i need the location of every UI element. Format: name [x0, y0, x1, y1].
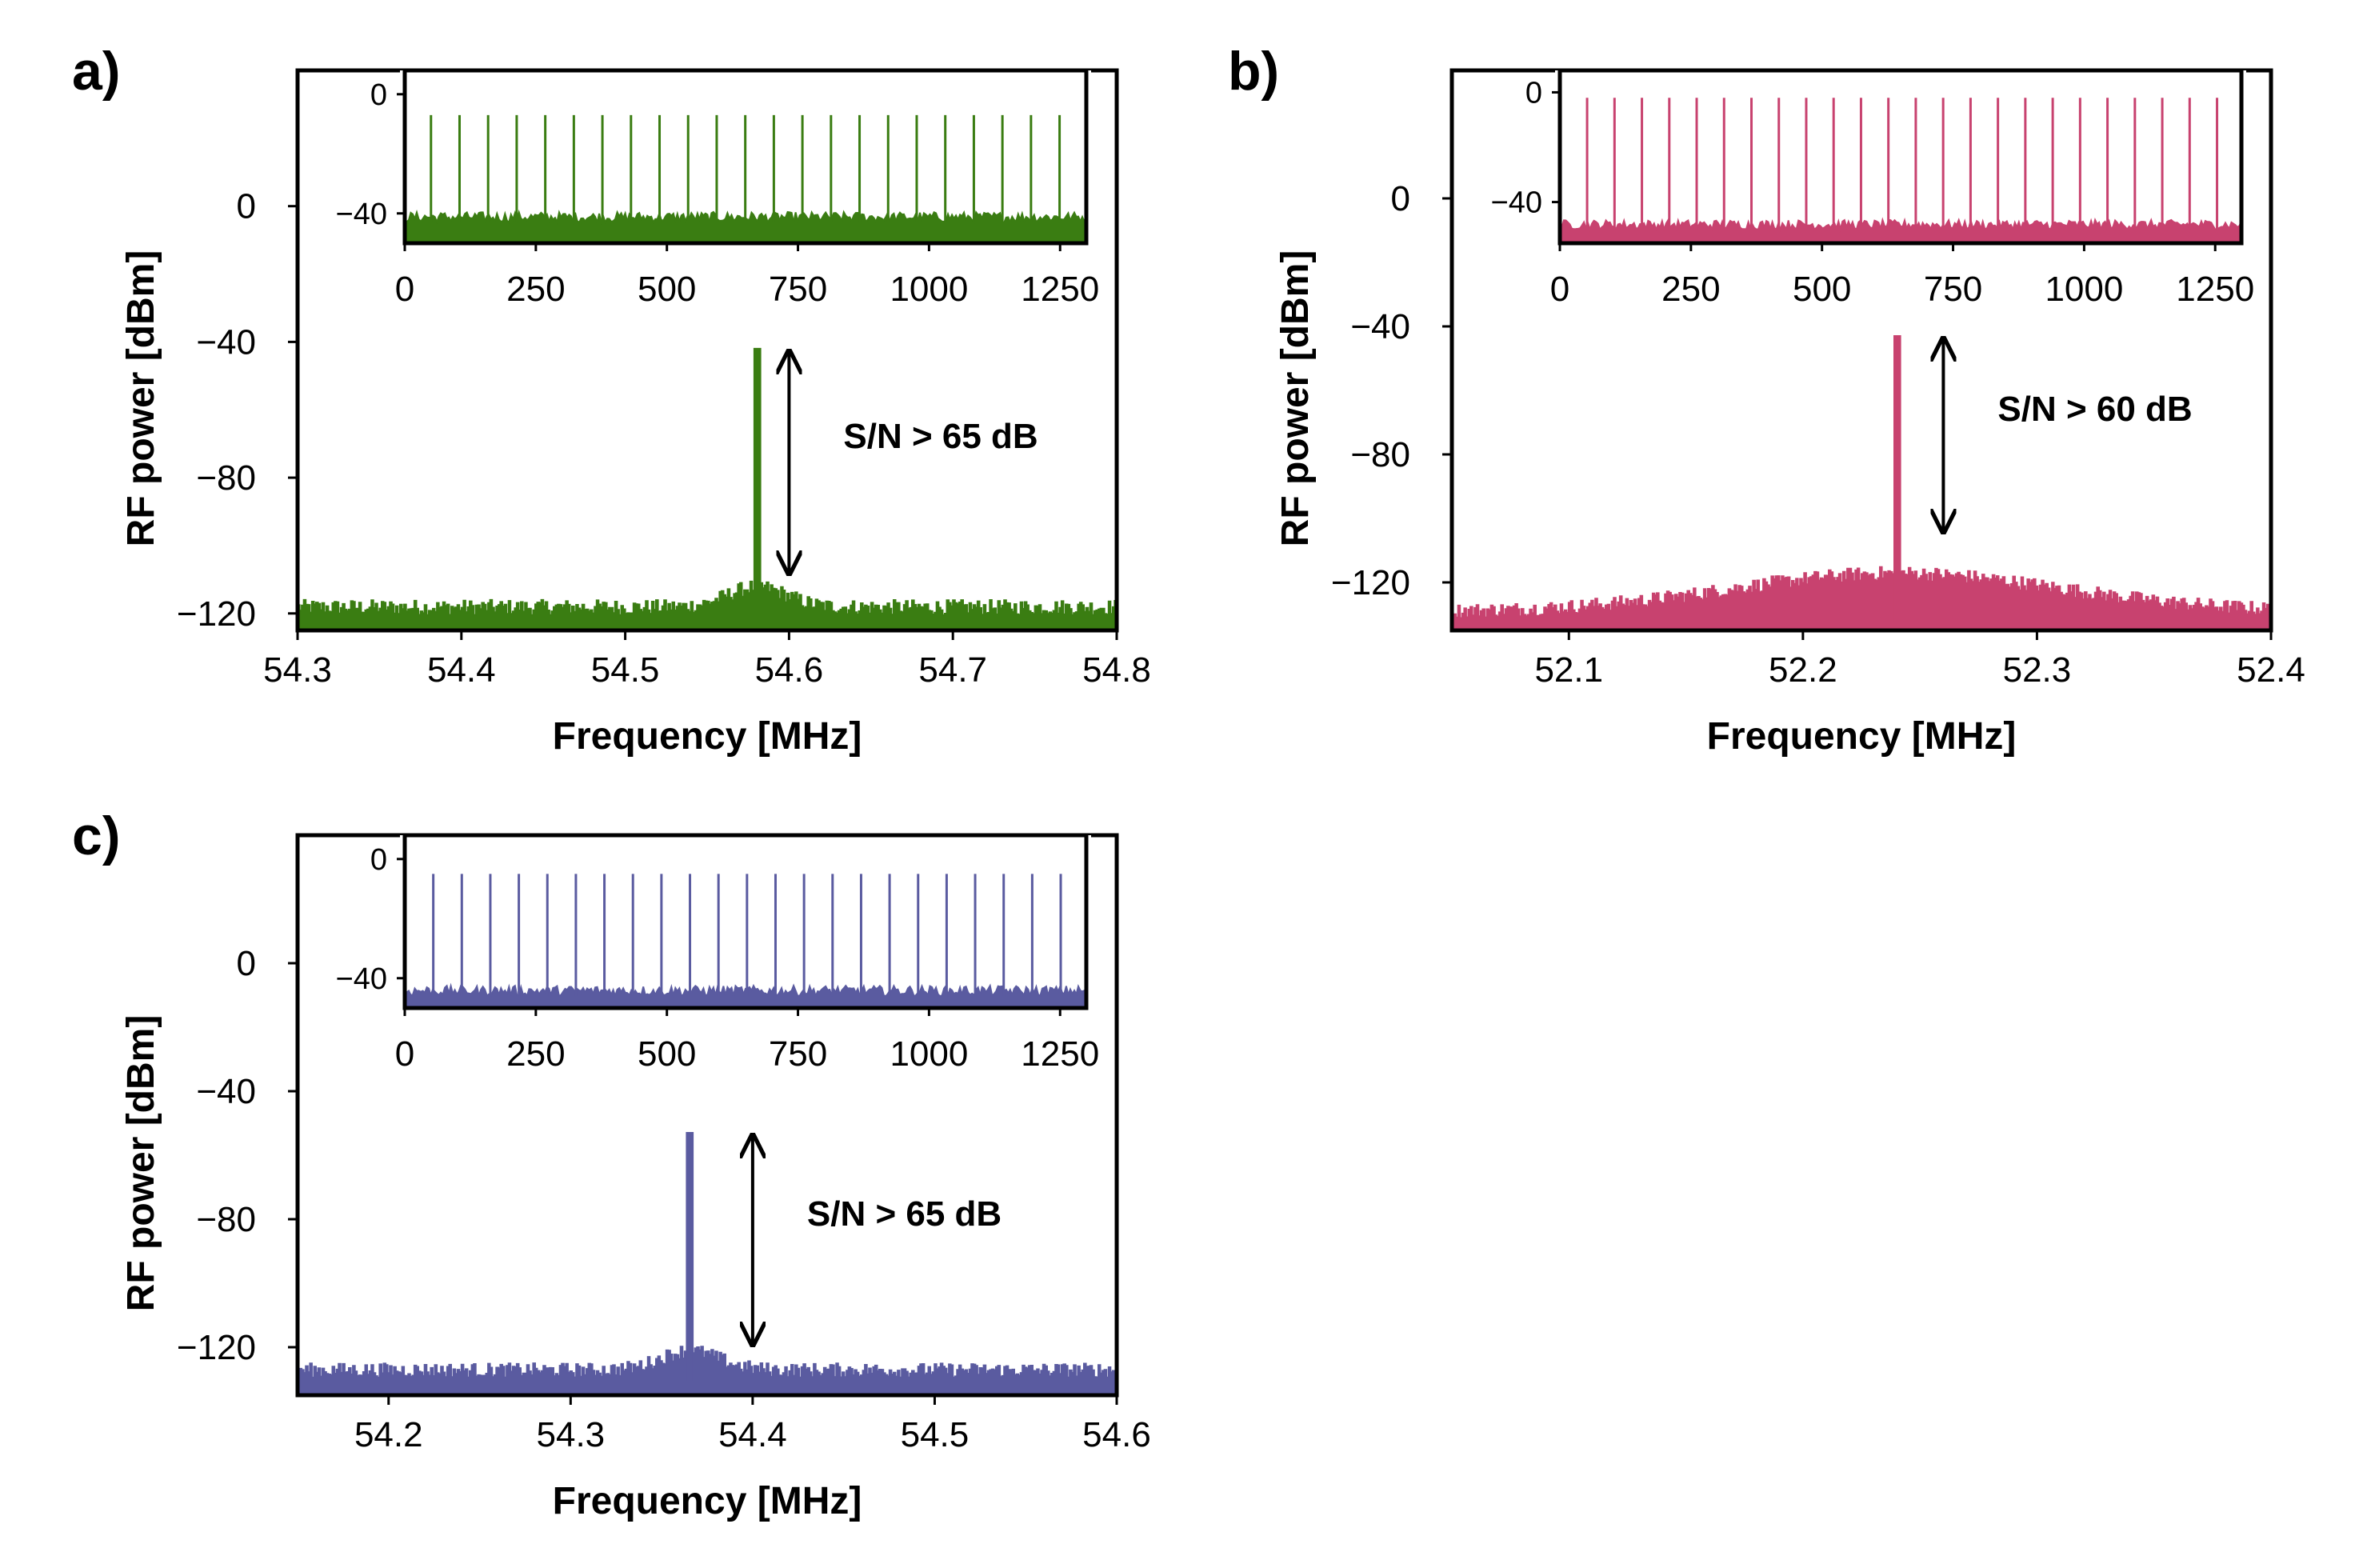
inset-x-tick-label: 0 [395, 270, 414, 309]
inset-y-tick-label: −40 [1491, 186, 1542, 220]
inset-x-tick-label: 250 [506, 1034, 565, 1074]
y-tick-label: 0 [1391, 179, 1410, 218]
x-tick-label: 54.4 [427, 650, 496, 690]
inset-x-tick-label: 500 [638, 270, 696, 309]
x-axis-label: Frequency [MHz] [553, 1480, 862, 1522]
inset-axes-frame-a [402, 68, 1089, 246]
inset-y-tick-label: 0 [370, 843, 387, 877]
inset-y-tick-label: 0 [370, 78, 387, 112]
panel-label: c) [72, 806, 120, 866]
inset-x-tick-label: 250 [1661, 270, 1720, 309]
inset-axes-frame-b [1557, 68, 2244, 246]
inset-x-tick-label: 750 [769, 270, 827, 309]
spectrum-peak-a [754, 348, 760, 618]
inset-x-tick-label: 1250 [1021, 270, 1099, 309]
inset-y-tick-label: −40 [336, 962, 387, 996]
panel-label: a) [72, 41, 120, 102]
inset-x-tick-label: 1250 [2176, 270, 2254, 309]
spectrum-series-c [298, 1132, 1117, 1395]
sn-annotation: S/N > 65 dB [843, 417, 1038, 456]
inset-y-tick-label: 0 [1525, 76, 1542, 110]
y-tick-label: −120 [177, 594, 256, 634]
y-tick-label: −40 [196, 322, 256, 362]
spectrum-peak-b [1893, 336, 1900, 622]
inset-x-tick-label: 1000 [890, 270, 968, 309]
inset-x-tick-label: 1000 [890, 1034, 968, 1074]
panel-b: 52.1 52.2 52.3 52.4 0 −40 −80 −120 Frequency [MH… [1228, 41, 2305, 758]
y-axis-label: RF power [dBm] [120, 1015, 162, 1312]
y-tick-label: −120 [1331, 563, 1410, 602]
x-tick-label: 54.2 [354, 1415, 423, 1454]
x-tick-label: 52.2 [1769, 650, 1837, 690]
spectrum-peak-c [686, 1133, 693, 1381]
x-tick-label: 54.5 [901, 1415, 970, 1454]
y-tick-label: −40 [196, 1072, 256, 1111]
sn-annotation: S/N > 60 dB [1997, 390, 2192, 429]
x-tick-label: 54.7 [918, 650, 987, 690]
sn-annotation: S/N > 65 dB [807, 1194, 1002, 1234]
y-tick-label: 0 [237, 187, 256, 226]
x-tick-label: 54.6 [1082, 1415, 1151, 1454]
inset-x-tick-label: 750 [769, 1034, 827, 1074]
y-axis-label: RF power [dBm] [120, 250, 162, 547]
y-tick-label: −120 [177, 1328, 256, 1367]
inset-x-tick-label: 0 [395, 1034, 414, 1074]
y-tick-label: −80 [196, 1200, 256, 1239]
inset-x-tick-label: 750 [1924, 270, 1982, 309]
inset-x-tick-label: 500 [1793, 270, 1851, 309]
inset-noise-floor-b [1560, 217, 2241, 243]
y-tick-label: −80 [196, 458, 256, 498]
inset-x-tick-label: 250 [506, 270, 565, 309]
x-tick-label: 54.4 [718, 1415, 787, 1454]
x-tick-label: 54.6 [755, 650, 824, 690]
inset-background [1555, 70, 2246, 288]
x-tick-label: 52.4 [2237, 650, 2305, 690]
inset-x-tick-label: 1250 [1021, 1034, 1099, 1074]
x-axis-label: Frequency [MHz] [1707, 715, 2017, 758]
panel-c: 54.2 54.3 54.4 54.5 54.6 0 −40 −80 −120 Frequency… [72, 806, 1151, 1522]
panel-a: 54.3 54.4 54.5 54.6 54.7 54.8 0 −40 −80 −120 Frequ… [72, 41, 1151, 758]
inset-x-tick-label: 0 [1550, 270, 1569, 309]
spectrum-series-a [298, 347, 1117, 630]
inset-x-tick-label: 500 [638, 1034, 696, 1074]
inset-axes-frame-c [402, 833, 1089, 1010]
y-tick-label: −80 [1350, 435, 1410, 474]
spectrum-series-b [1452, 335, 2271, 630]
x-tick-label: 54.3 [537, 1415, 606, 1454]
y-tick-label: −40 [1350, 307, 1410, 346]
x-tick-label: 54.8 [1082, 650, 1151, 690]
x-tick-label: 54.5 [591, 650, 660, 690]
x-axis-label: Frequency [MHz] [553, 715, 862, 758]
inset-x-tick-label: 1000 [2045, 270, 2123, 309]
inset-y-tick-label: −40 [336, 198, 387, 231]
y-tick-label: 0 [237, 944, 256, 983]
inset-background [400, 835, 1091, 1053]
panel-label: b) [1228, 41, 1279, 102]
x-tick-label: 54.3 [263, 650, 332, 690]
y-axis-label: RF power [dBm] [1274, 250, 1317, 547]
x-tick-label: 52.3 [2003, 650, 2072, 690]
x-tick-label: 52.1 [1534, 650, 1603, 690]
